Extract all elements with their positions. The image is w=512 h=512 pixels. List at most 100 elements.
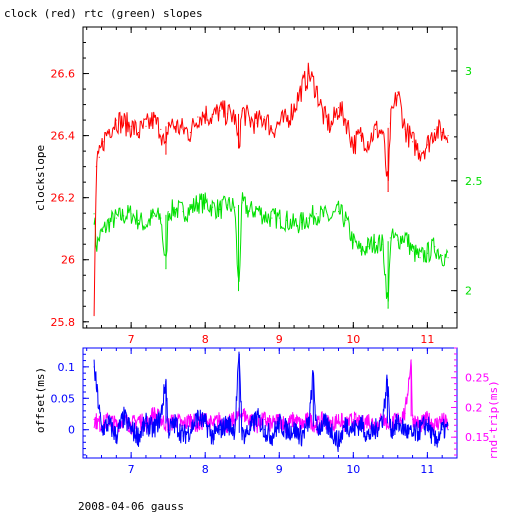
clock-point bbox=[175, 125, 177, 127]
rnd-trip-point bbox=[367, 418, 369, 420]
rtc-point bbox=[123, 215, 125, 217]
clock-point bbox=[212, 116, 214, 118]
clock-point bbox=[167, 122, 169, 124]
clock-point bbox=[95, 166, 97, 168]
offset-point bbox=[152, 429, 154, 431]
clock-point bbox=[315, 88, 317, 90]
rtc-point bbox=[175, 208, 177, 210]
rnd-trip-point bbox=[293, 418, 295, 420]
bottom-y2-ticks: 0.15 0.2 0.25 bbox=[451, 347, 490, 456]
rnd-trip-point bbox=[219, 418, 221, 420]
rtc-point bbox=[165, 268, 167, 270]
top-y-tick-label: 25.8 bbox=[51, 316, 76, 329]
rtc-point bbox=[189, 208, 191, 210]
rtc-point bbox=[323, 215, 325, 217]
rnd-trip-point bbox=[301, 424, 302, 426]
rtc-point bbox=[98, 237, 100, 239]
offset-point bbox=[278, 422, 280, 424]
offset-point bbox=[219, 429, 221, 431]
rtc-point bbox=[167, 211, 169, 213]
clock-point bbox=[138, 132, 139, 133]
offset-point bbox=[330, 429, 332, 431]
clock-point bbox=[367, 141, 369, 143]
clock-point bbox=[434, 128, 436, 130]
rnd-trip-point bbox=[241, 412, 243, 414]
offset-point bbox=[263, 429, 265, 431]
rnd-trip-point bbox=[412, 418, 414, 420]
offset-point bbox=[323, 422, 325, 424]
top-y-tick-label: 26.2 bbox=[51, 192, 76, 205]
clock-point bbox=[447, 135, 449, 137]
rnd-trip-point bbox=[212, 424, 214, 426]
top-x-tick-label: 7 bbox=[128, 333, 135, 346]
top-y2-tick-label: 2 bbox=[465, 285, 472, 298]
clock-point bbox=[234, 116, 236, 118]
top-y-axis-label: clockslope bbox=[34, 145, 47, 211]
rtc-point bbox=[286, 219, 288, 221]
offset-point bbox=[271, 435, 273, 437]
top-y-tick-label: 26 bbox=[61, 254, 75, 267]
offset-point bbox=[130, 429, 132, 431]
bottom-panel: 7 8 9 10 11 00.050.1 0.150.20.25 offset(ms) … bbox=[34, 347, 500, 476]
clock-point bbox=[160, 128, 162, 130]
top-x-tick-label: 11 bbox=[420, 333, 434, 346]
clock-point bbox=[256, 122, 258, 124]
offset-point bbox=[382, 416, 384, 418]
rnd-trip-point bbox=[130, 424, 132, 426]
rtc-point bbox=[338, 211, 339, 213]
offset-point bbox=[175, 422, 177, 424]
clock-point bbox=[404, 128, 406, 130]
bottom-series-group bbox=[93, 351, 449, 453]
rtc-point bbox=[95, 246, 97, 248]
clock-point bbox=[130, 125, 132, 127]
bottom-x-tick-label: 9 bbox=[276, 463, 283, 476]
clock-point bbox=[412, 141, 414, 143]
clock-point bbox=[293, 107, 295, 109]
rtc-point bbox=[382, 244, 384, 245]
offset-point bbox=[315, 429, 317, 431]
rtc-point bbox=[301, 222, 302, 223]
bottom-y2-axis-label: rnd-trip(ms) bbox=[487, 380, 500, 459]
offset-point bbox=[167, 429, 169, 431]
rnd-trip-point bbox=[138, 418, 139, 420]
rtc-point bbox=[375, 241, 376, 243]
rtc-point bbox=[241, 202, 243, 204]
offset-point bbox=[241, 435, 243, 437]
clock-point bbox=[389, 122, 391, 124]
rnd-trip-point bbox=[426, 418, 428, 420]
rtc-point bbox=[152, 215, 154, 217]
offset-point bbox=[256, 416, 258, 418]
clock-point bbox=[249, 119, 251, 121]
clock-point bbox=[323, 116, 325, 118]
rnd-trip-point bbox=[352, 418, 354, 420]
bottom-x-tick-label: 10 bbox=[346, 463, 360, 476]
offset-point bbox=[204, 422, 206, 424]
clock-point bbox=[382, 132, 384, 133]
bottom-y-tick-label: 0.1 bbox=[58, 361, 76, 374]
bottom-y2-tick-label: 0.2 bbox=[465, 401, 483, 414]
rnd-trip-point bbox=[404, 412, 406, 414]
clock-point bbox=[441, 132, 443, 133]
rtc-point bbox=[204, 202, 206, 204]
clock-point bbox=[338, 107, 339, 109]
clock-point bbox=[308, 73, 310, 74]
clock-point bbox=[98, 156, 100, 158]
rtc-point bbox=[219, 208, 221, 210]
offset-point bbox=[375, 429, 376, 431]
clock-point bbox=[152, 119, 154, 121]
rnd-trip-point bbox=[108, 418, 110, 420]
top-series-group bbox=[93, 62, 449, 317]
rtc-point bbox=[102, 230, 104, 232]
offset-point bbox=[123, 416, 125, 418]
rnd-trip-point bbox=[234, 418, 236, 420]
rtc-point bbox=[352, 241, 354, 243]
clock-point bbox=[145, 125, 147, 127]
clock-point bbox=[278, 122, 280, 124]
top-y2-tick-label: 3 bbox=[465, 65, 472, 78]
rnd-trip-point bbox=[182, 424, 184, 426]
clock-point bbox=[219, 110, 221, 112]
offset-point bbox=[386, 378, 388, 380]
rnd-trip-point bbox=[271, 424, 273, 426]
clock-point bbox=[286, 119, 288, 121]
clock-point bbox=[189, 132, 191, 133]
